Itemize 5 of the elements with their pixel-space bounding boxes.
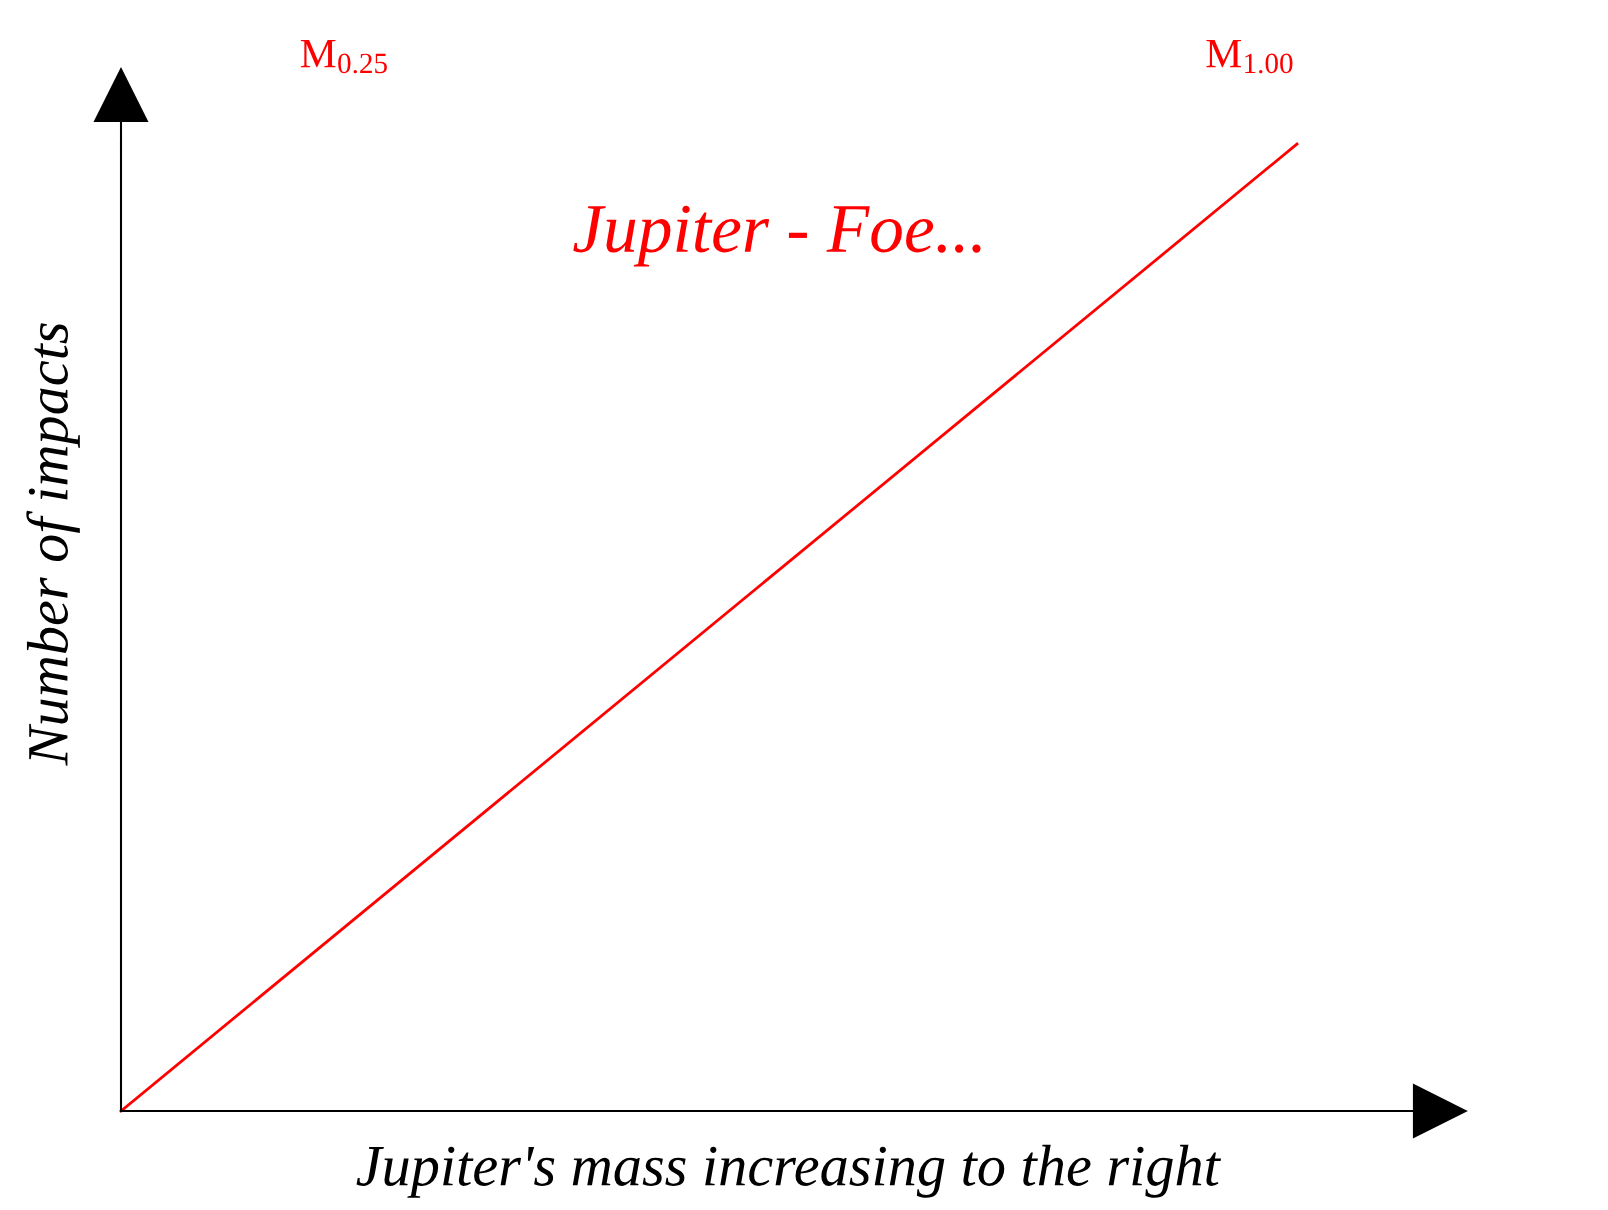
text: M$_{0.25}$ (300, 39, 387, 74)
text: Jupiter - Foe... (573, 205, 981, 267)
x-axis-title: Jupiter's mass increasing to the right (356, 1144, 1222, 1198)
y-axis-title: Number of impacts (26, 323, 80, 766)
text: M$_{1.00}$ (1206, 39, 1293, 74)
